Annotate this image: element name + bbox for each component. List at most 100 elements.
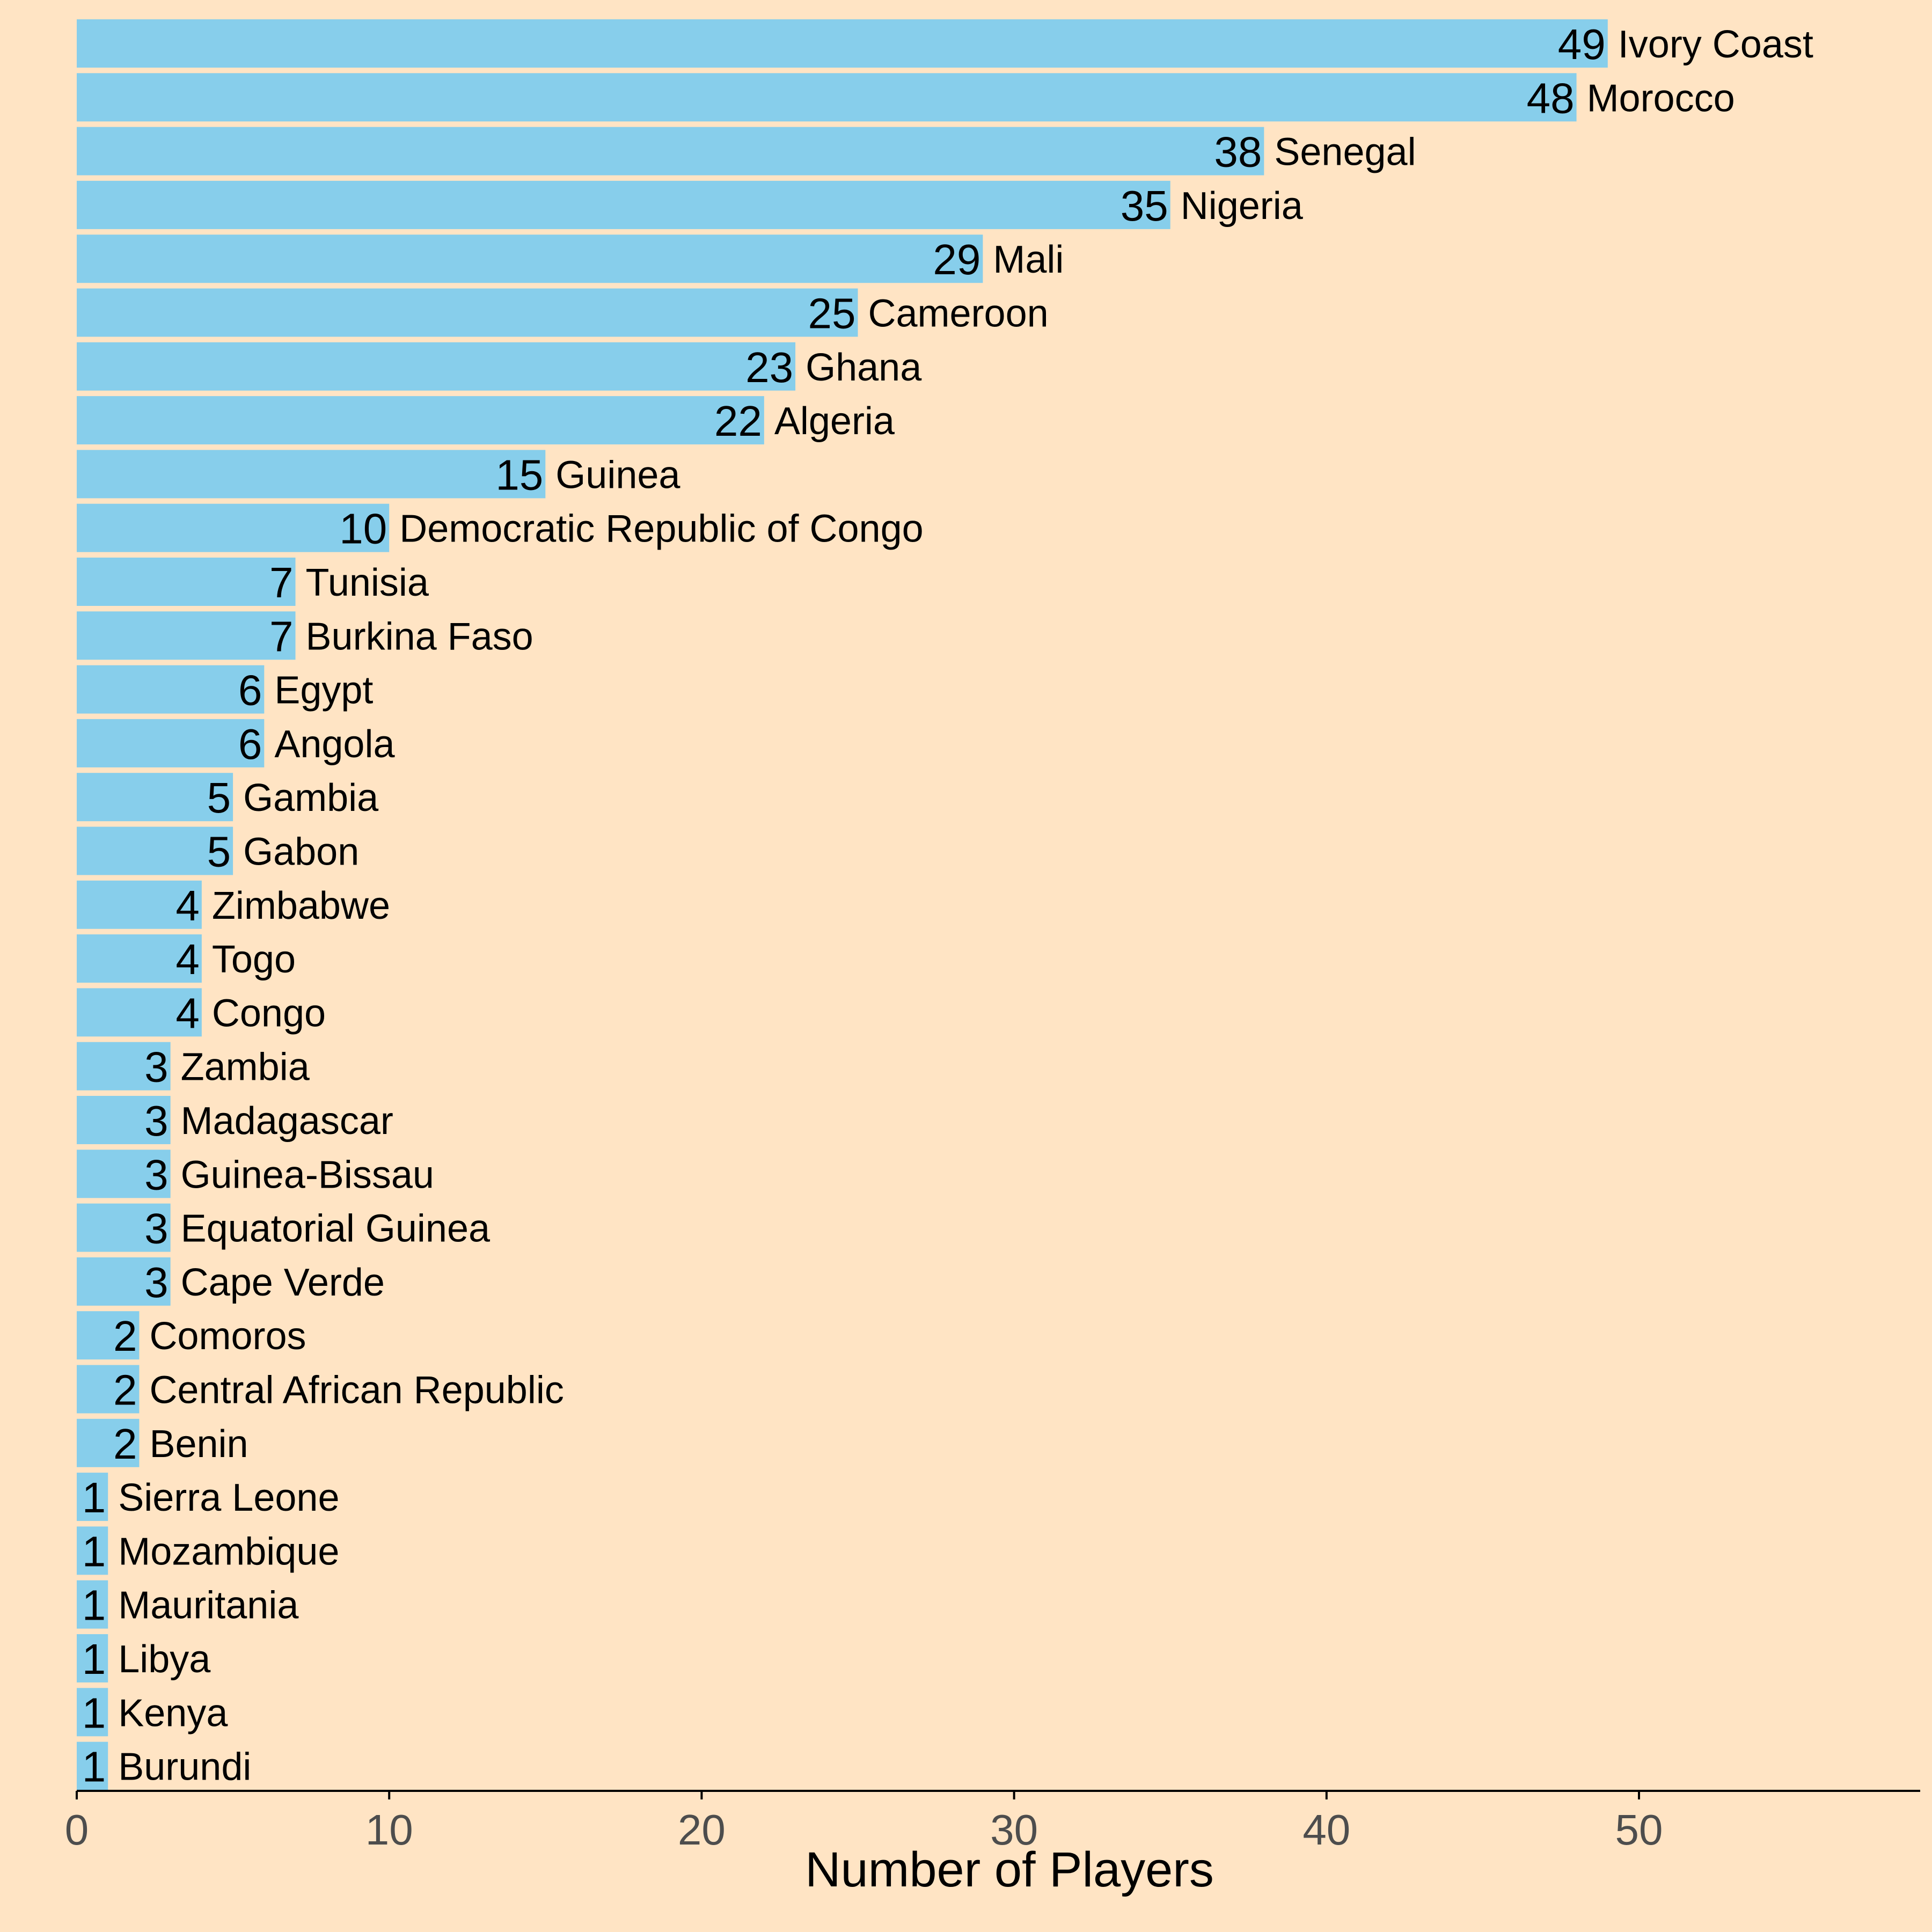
bar-category-label: Cameroon xyxy=(868,292,1049,335)
bar-category-label: Kenya xyxy=(118,1692,228,1735)
bar-kenya xyxy=(77,1688,108,1737)
bar-ivory-coast xyxy=(77,19,1608,68)
bar-category-label: Equatorial Guinea xyxy=(181,1208,491,1250)
bar-value-label: 6 xyxy=(238,720,262,768)
bar-category-label: Ghana xyxy=(806,346,922,389)
bar-value-label: 4 xyxy=(175,935,200,983)
bar-value-label: 23 xyxy=(745,343,793,391)
bar-category-label: Benin xyxy=(149,1423,248,1466)
bar-burundi xyxy=(77,1741,108,1790)
bar-category-label: Madagascar xyxy=(181,1100,393,1143)
x-tick-label: 50 xyxy=(1615,1806,1663,1854)
bar-benin xyxy=(77,1418,140,1467)
bar-category-label: Ivory Coast xyxy=(1618,23,1813,66)
bar-category-label: Angola xyxy=(274,723,395,766)
bar-category-label: Gambia xyxy=(243,777,379,819)
bar-togo xyxy=(77,934,202,983)
bar-value-label: 7 xyxy=(269,612,294,660)
bar-category-label: Central African Republic xyxy=(149,1369,564,1412)
bar-category-label: Mali xyxy=(993,238,1064,281)
bar-value-label: 22 xyxy=(714,397,762,445)
bar-value-label: 1 xyxy=(82,1743,106,1791)
bar-value-label: 35 xyxy=(1121,182,1168,230)
bar-mauritania xyxy=(77,1580,108,1629)
bar-category-label: Algeria xyxy=(774,400,895,443)
bar-value-label: 2 xyxy=(113,1312,137,1360)
bar-value-label: 3 xyxy=(144,1258,169,1306)
bar-nigeria xyxy=(77,180,1170,229)
bar-value-label: 15 xyxy=(495,451,543,499)
bar-value-label: 5 xyxy=(207,828,231,876)
bar-value-label: 10 xyxy=(339,505,387,553)
bar-zambia xyxy=(77,1042,171,1091)
bar-value-label: 2 xyxy=(113,1420,137,1468)
bar-zimbabwe xyxy=(77,880,202,929)
bar-egypt xyxy=(77,665,265,714)
bar-category-label: Mauritania xyxy=(118,1584,299,1627)
bar-category-label: Guinea xyxy=(555,453,680,496)
x-tick-label: 30 xyxy=(990,1806,1038,1854)
bar-sierra-leone xyxy=(77,1473,108,1521)
bar-central-african-republic xyxy=(77,1365,140,1414)
bar-value-label: 25 xyxy=(808,290,856,338)
bar-guinea xyxy=(77,450,546,499)
bar-ghana xyxy=(77,342,796,391)
bar-category-label: Zimbabwe xyxy=(212,884,390,927)
x-axis: 0 10 20 30 40 50 xyxy=(65,1790,1920,1854)
bar-value-label: 3 xyxy=(144,1097,169,1145)
bar-category-label: Comoros xyxy=(149,1315,306,1358)
bar-value-label: 49 xyxy=(1558,20,1606,68)
bar-value-label: 1 xyxy=(82,1527,106,1575)
bar-cape-verde xyxy=(77,1257,171,1306)
bar-category-label: Gabon xyxy=(243,831,359,874)
bar-value-label: 1 xyxy=(82,1474,106,1521)
bar-value-label: 4 xyxy=(175,989,200,1037)
bar-category-label: Mozambique xyxy=(118,1530,339,1573)
bar-value-label: 4 xyxy=(175,882,200,930)
bar-category-label: Nigeria xyxy=(1181,185,1304,228)
bar-category-label: Zambia xyxy=(181,1046,310,1089)
bar-value-label: 38 xyxy=(1214,128,1262,176)
bar-category-label: Burkina Faso xyxy=(306,615,533,658)
bar-value-label: 1 xyxy=(82,1582,106,1629)
bar-algeria xyxy=(77,396,764,445)
bar-value-label: 1 xyxy=(82,1689,106,1737)
bar-value-label: 3 xyxy=(144,1151,169,1198)
bar-madagascar xyxy=(77,1096,171,1144)
bar-category-label: Egypt xyxy=(274,669,373,712)
bar-category-label: Morocco xyxy=(1587,77,1735,120)
x-tick-label: 40 xyxy=(1302,1806,1350,1854)
bar-libya xyxy=(77,1634,108,1682)
bar-category-label: Sierra Leone xyxy=(118,1476,339,1519)
bar-value-label: 7 xyxy=(269,559,294,606)
bar-cameroon xyxy=(77,288,858,337)
bar-gabon xyxy=(77,826,233,875)
bar-value-label: 1 xyxy=(82,1635,106,1683)
bar-category-label: Togo xyxy=(212,938,296,981)
bar-value-label: 2 xyxy=(113,1366,137,1414)
bar-value-label: 48 xyxy=(1527,74,1575,122)
bar-congo xyxy=(77,988,202,1037)
bar-tunisia xyxy=(77,558,296,606)
bar-category-label: Libya xyxy=(118,1638,211,1681)
bar-category-label: Tunisia xyxy=(306,561,429,604)
bar-comoros xyxy=(77,1311,140,1360)
bar-category-label: Senegal xyxy=(1274,131,1416,174)
x-tick-label: 0 xyxy=(65,1806,89,1854)
bar-category-label: Burundi xyxy=(118,1746,251,1789)
bar-category-label: Cape Verde xyxy=(181,1261,385,1304)
bar-morocco xyxy=(77,73,1577,122)
x-tick-label: 20 xyxy=(678,1806,726,1854)
bar-guinea-bissau xyxy=(77,1150,171,1198)
x-tick-label: 10 xyxy=(365,1806,413,1854)
bar-value-label: 5 xyxy=(207,774,231,822)
bar-category-label: Democratic Republic of Congo xyxy=(399,508,923,551)
bar-mali xyxy=(77,235,983,283)
bar-value-label: 3 xyxy=(144,1043,169,1091)
bar-value-label: 6 xyxy=(238,667,262,714)
bar-value-label: 29 xyxy=(933,236,980,283)
bar-category-label: Guinea-Bissau xyxy=(181,1153,434,1196)
bar-mozambique xyxy=(77,1526,108,1575)
